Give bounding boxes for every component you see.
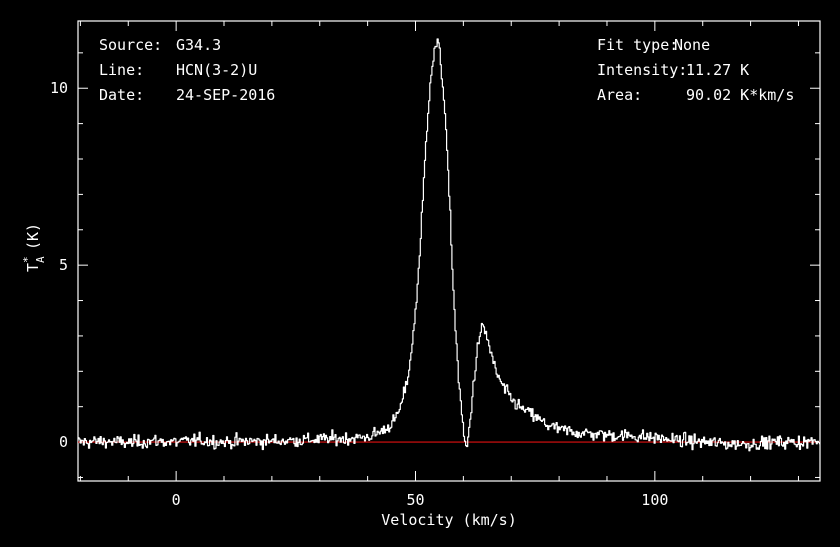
info-fit-label: Fit type: — [597, 36, 678, 54]
info-source-value: G34.3 — [176, 36, 221, 54]
y-tick-label: 0 — [59, 433, 68, 451]
y-axis-label-sub: A — [34, 256, 47, 263]
info-intensity-value: 11.27 K — [686, 61, 749, 79]
info-date-label: Date: — [99, 86, 144, 104]
axis-tick-labels: 0 50 100 0 5 10 — [50, 79, 668, 509]
x-tick-label: 100 — [641, 491, 668, 509]
info-date-value: 24-SEP-2016 — [176, 86, 275, 104]
info-line-value: HCN(3-2)U — [176, 61, 257, 79]
y-axis-label-main: T — [24, 263, 42, 272]
info-fit-value: None — [674, 36, 710, 54]
plot-frame — [77, 20, 821, 482]
info-intensity-label: Intensity: — [597, 61, 687, 79]
info-area-label: Area: — [597, 86, 642, 104]
x-axis-label: Velocity (km/s) — [381, 511, 516, 529]
spectrum-series-line — [78, 38, 821, 452]
y-axis-label-sup: * — [21, 256, 34, 263]
x-tick-label: 50 — [406, 491, 424, 509]
y-axis-label-unit: (K) — [24, 223, 42, 250]
y-tick-label: 10 — [50, 79, 68, 97]
y-axis-label: T * A (K) — [21, 223, 47, 272]
info-line-label: Line: — [99, 61, 144, 79]
info-area-value: 90.02 K*km/s — [686, 86, 794, 104]
axis-ticks — [78, 21, 820, 481]
info-source-label: Source: — [99, 36, 162, 54]
y-tick-label: 5 — [59, 256, 68, 274]
x-tick-label: 0 — [172, 491, 181, 509]
